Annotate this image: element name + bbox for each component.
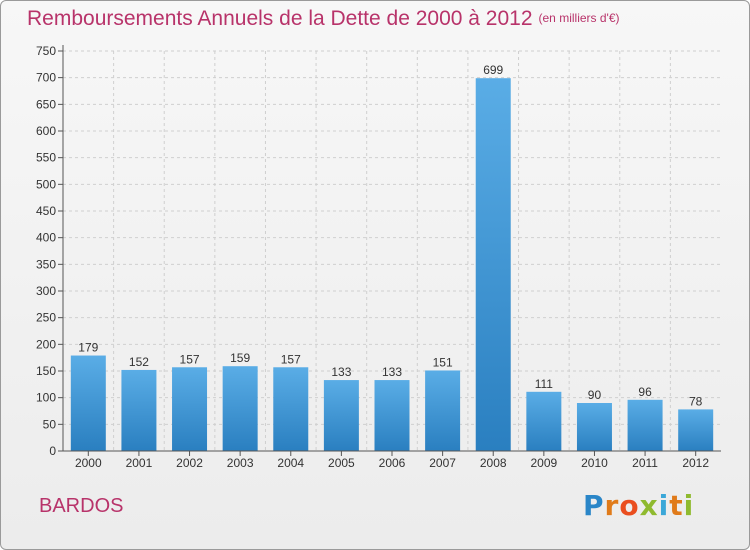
- gridlines: [63, 50, 721, 451]
- y-tick-label: 500: [36, 177, 56, 191]
- chart-title-text: Remboursements Annuels de la Dette de 20…: [27, 7, 533, 30]
- y-tick-label: 150: [36, 364, 56, 378]
- bar-2003: [222, 366, 258, 451]
- value-label: 78: [689, 394, 703, 408]
- y-tick-label: 550: [36, 151, 56, 165]
- bar-2012: [678, 409, 714, 451]
- value-label: 90: [588, 388, 602, 402]
- bar-2008: [475, 78, 511, 451]
- x-tick-label: 2009: [530, 456, 557, 470]
- proxiti-logo: Proxiti: [583, 489, 695, 522]
- bar-2006: [374, 380, 410, 451]
- y-tick-label: 400: [36, 231, 56, 245]
- x-tick-label: 2012: [682, 456, 709, 470]
- x-tick-label: 2004: [277, 456, 304, 470]
- unit-note: (en milliers d'€): [538, 11, 620, 25]
- value-label: 699: [483, 63, 503, 77]
- x-tick-label: 2006: [379, 456, 406, 470]
- x-tick-label: 2010: [581, 456, 608, 470]
- bar-2000: [70, 355, 106, 451]
- bars: 179 152 157 159 157 133 133 151 699 111 90 96 78: [70, 63, 714, 451]
- x-tick-label: 2000: [75, 456, 102, 470]
- value-label: 157: [281, 352, 301, 366]
- value-label: 157: [180, 352, 200, 366]
- value-label: 179: [78, 341, 98, 355]
- bar-2002: [172, 367, 208, 451]
- commune-name: BARDOS: [39, 495, 124, 517]
- value-label: 152: [129, 355, 149, 369]
- value-label: 96: [638, 385, 652, 399]
- x-tick-label: 2008: [480, 456, 507, 470]
- bar-2004: [273, 367, 309, 451]
- y-tick-label: 300: [36, 284, 56, 298]
- value-label: 133: [382, 365, 402, 379]
- axes: 0 50 100 150 200 250 300 350 400 450 500 550 600 650 7…: [36, 44, 721, 470]
- y-tick-label: 50: [43, 417, 57, 431]
- x-tick-label: 2001: [126, 456, 153, 470]
- y-tick-label: 600: [36, 124, 56, 138]
- x-tick-label: 2003: [227, 456, 254, 470]
- x-tick-label: 2011: [632, 456, 658, 470]
- y-tick-label: 350: [36, 257, 56, 271]
- chart-title: Remboursements Annuels de la Dette de 20…: [27, 7, 620, 31]
- x-tick-label: 2005: [328, 456, 355, 470]
- x-tick-label: 2007: [429, 456, 456, 470]
- y-tick-label: 200: [36, 337, 56, 351]
- bar-2005: [323, 380, 359, 451]
- bar-2009: [526, 391, 562, 451]
- value-label: 159: [230, 351, 250, 365]
- bar-2011: [627, 399, 663, 451]
- value-label: 111: [535, 377, 554, 391]
- value-label: 151: [433, 355, 453, 369]
- y-tick-label: 650: [36, 97, 56, 111]
- x-tick-label: 2002: [176, 456, 203, 470]
- y-tick-label: 100: [36, 391, 56, 405]
- bar-2007: [425, 370, 461, 451]
- bar-2010: [576, 403, 612, 451]
- bar-2001: [121, 369, 157, 451]
- y-tick-label: 0: [49, 444, 56, 458]
- y-tick-label: 250: [36, 311, 56, 325]
- y-tick-label: 700: [36, 71, 56, 85]
- y-tick-label: 450: [36, 204, 56, 218]
- value-label: 133: [331, 365, 351, 379]
- y-tick-label: 750: [36, 44, 56, 58]
